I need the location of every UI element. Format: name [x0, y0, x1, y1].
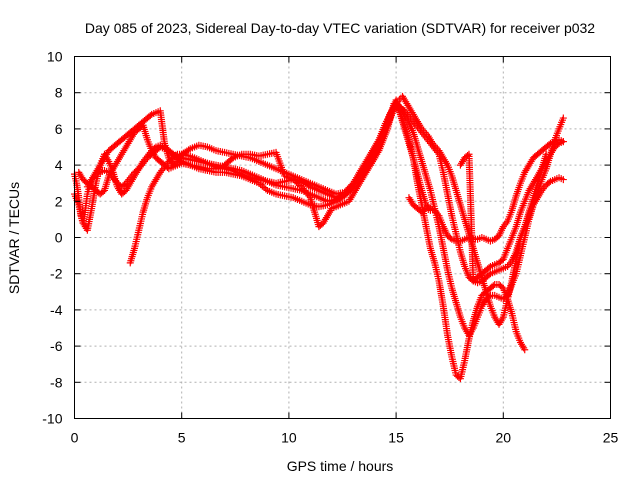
- x-tick-label: 0: [71, 430, 79, 446]
- data-point: [559, 114, 567, 122]
- data-series: [75, 92, 550, 328]
- y-axis-label: SDTVAR / TECUs: [6, 182, 22, 294]
- data-point: [485, 271, 493, 279]
- y-tick-label: -10: [42, 411, 62, 427]
- data-point: [521, 346, 529, 354]
- data-point: [305, 182, 313, 190]
- chart-title: Day 085 of 2023, Sidereal Day-to-day VTE…: [85, 20, 595, 36]
- x-tick-label: 10: [281, 430, 297, 446]
- data-point: [146, 112, 154, 120]
- y-tick-label: 8: [55, 85, 63, 101]
- axis-ticks: 0 5 10 15 20 25 -10 -8 -6 -4 -2 0 2 4 6 8 10: [42, 49, 618, 446]
- data-point: [262, 185, 270, 193]
- x-tick-label: 5: [178, 430, 186, 446]
- y-tick-label: 4: [55, 157, 63, 173]
- y-tick-label: -4: [50, 302, 63, 318]
- data-point: [464, 151, 472, 159]
- data-points: [71, 92, 567, 383]
- data-point: [545, 179, 553, 187]
- data-point: [554, 141, 562, 149]
- x-tick-label: 25: [603, 430, 619, 446]
- data-point: [296, 181, 304, 189]
- data-series: [405, 138, 567, 285]
- x-tick-label: 20: [496, 430, 512, 446]
- y-tick-label: -8: [50, 374, 63, 390]
- data-point: [228, 155, 236, 163]
- data-series: [126, 96, 529, 383]
- data-point: [426, 206, 434, 214]
- data-point: [172, 151, 180, 159]
- y-tick-label: 6: [55, 121, 63, 137]
- data-point: [399, 105, 407, 113]
- grid-lines: [74, 56, 611, 419]
- data-point: [489, 282, 497, 290]
- y-tick-label: -6: [50, 338, 63, 354]
- data-point: [446, 234, 454, 242]
- y-tick-label: 10: [47, 49, 63, 65]
- data-point: [421, 129, 429, 137]
- y-tick-label: -2: [50, 266, 63, 282]
- data-point: [559, 176, 567, 184]
- data-point: [559, 138, 567, 146]
- data-point: [485, 264, 493, 272]
- y-tick-label: 2: [55, 193, 63, 209]
- data-point: [545, 141, 553, 149]
- y-tick-label: 0: [55, 230, 63, 246]
- x-axis-label: GPS time / hours: [287, 458, 394, 474]
- x-tick-label: 15: [388, 430, 404, 446]
